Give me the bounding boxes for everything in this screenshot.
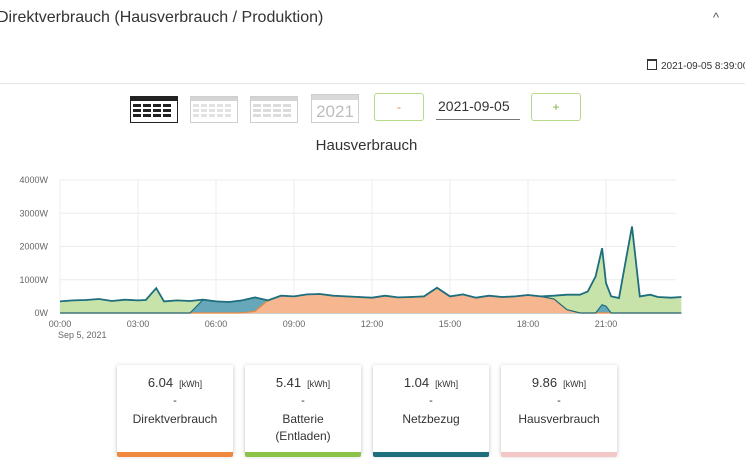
year-icon-bar [312, 95, 358, 100]
card-separator: - [557, 395, 561, 407]
panel-title: Direktverbrauch (Hausverbrauch / Produkt… [0, 9, 324, 26]
collapse-chevron-icon[interactable]: ^ [712, 10, 720, 25]
card-label: Netzbezug [402, 412, 460, 426]
card-color-bar [373, 452, 489, 457]
chart-title: Hausverbrauch [315, 137, 418, 154]
previous-day-button[interactable]: - [374, 93, 424, 121]
card-value: 5.41 [kWh] [245, 375, 361, 390]
year-view-label: 2021 [316, 102, 354, 121]
card-value: 1.04 [kWh] [373, 375, 489, 390]
y-tick-label: 3000W [19, 208, 48, 218]
card-unit: [kWh] [307, 379, 331, 389]
calendar-icon [647, 59, 657, 70]
card-separator: - [301, 395, 305, 407]
week-view-icon[interactable] [190, 96, 238, 123]
y-tick-label: 4000W [19, 175, 48, 185]
month-view-icon[interactable] [250, 96, 298, 123]
card-color-bar [245, 452, 361, 457]
card-label: Batterie (Entladen) [275, 412, 331, 443]
x-tick-label: 06:00 [205, 319, 228, 329]
summary-card: 6.04 [kWh] - Direktverbrauch [117, 365, 233, 457]
area-series [60, 226, 682, 313]
area-series [60, 287, 682, 313]
x-tick-label: 09:00 [283, 319, 306, 329]
total-line [59, 226, 682, 303]
x-tick-label: 18:00 [517, 319, 540, 329]
summary-card: 9.86 [kWh] - Hausverbrauch [501, 365, 617, 457]
timestamp-text: 2021-09-05 8:39:00 [661, 61, 745, 72]
card-unit: [kWh] [435, 379, 459, 389]
day-grid-icon [131, 97, 177, 117]
month-grid-icon [251, 97, 297, 117]
day-view-icon[interactable] [130, 96, 178, 123]
card-color-bar [117, 452, 233, 457]
date-field[interactable] [436, 93, 520, 120]
card-separator: - [429, 395, 433, 407]
card-value-number: 9.86 [531, 375, 558, 390]
card-value-number: 1.04 [403, 375, 430, 390]
x-tick-label: 03:00 [127, 319, 150, 329]
x-tick-label: 12:00 [361, 319, 384, 329]
card-unit: [kWh] [179, 379, 203, 389]
card-separator: - [173, 395, 177, 407]
x-tick-label: 21:00 [595, 319, 618, 329]
x-date-label: Sep 5, 2021 [58, 330, 107, 340]
last-update-timestamp: 2021-09-05 8:39:00 [647, 59, 745, 72]
summary-card: 5.41 [kWh] - Batterie (Entladen) [245, 365, 361, 457]
y-tick-label: 0W [35, 308, 49, 318]
summary-card: 1.04 [kWh] - Netzbezug [373, 365, 489, 457]
card-label: Hausverbrauch [518, 412, 600, 426]
week-grid-icon [191, 97, 237, 117]
x-tick-label: 15:00 [439, 319, 462, 329]
card-unit: [kWh] [563, 379, 587, 389]
panel-header[interactable]: Direktverbrauch (Hausverbrauch / Produkt… [0, 0, 745, 38]
card-value-number: 6.04 [147, 375, 174, 390]
divider [0, 83, 745, 84]
x-tick-label: 00:00 [49, 319, 72, 329]
card-color-bar [501, 452, 617, 457]
consumption-chart: 0W 1000W 2000W 3000W 4000W 00:00 03:00 06:00 09… [19, 175, 682, 340]
y-tick-label: 1000W [19, 275, 48, 285]
card-label: Direktverbrauch [132, 412, 218, 426]
area-series [60, 287, 682, 313]
card-value: 6.04 [kWh] [117, 375, 233, 390]
next-day-button[interactable]: + [531, 93, 581, 121]
year-view-icon[interactable]: 2021 [311, 94, 359, 123]
card-value: 9.86 [kWh] [501, 375, 617, 390]
card-value-number: 5.41 [275, 375, 302, 390]
y-tick-label: 2000W [19, 242, 48, 252]
